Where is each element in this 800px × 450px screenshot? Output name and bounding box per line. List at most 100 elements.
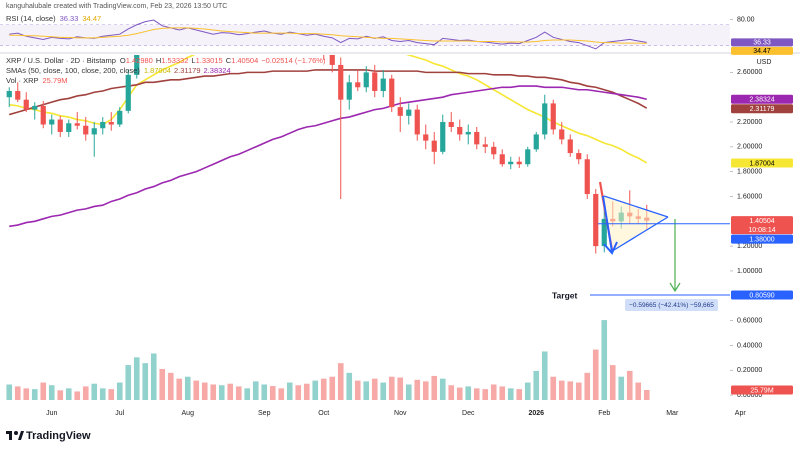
rsi-line bbox=[9, 19, 647, 50]
triangle-upper bbox=[603, 195, 669, 218]
price-tag-label: 2.38324 bbox=[749, 97, 774, 104]
x-tick-label: Mar bbox=[666, 410, 679, 417]
sma-line bbox=[9, 69, 648, 116]
candle-body bbox=[57, 119, 63, 132]
measure-label: −0.59665 (−42.41%) −59,665 bbox=[629, 302, 714, 309]
volume-bar bbox=[31, 389, 38, 400]
candle-body bbox=[117, 110, 123, 125]
measure-box bbox=[625, 299, 718, 312]
ohlc-label: L bbox=[191, 56, 195, 65]
candle-body bbox=[423, 134, 429, 141]
price-tag bbox=[731, 38, 793, 47]
logo-part bbox=[14, 431, 18, 435]
volume-bar bbox=[388, 376, 395, 400]
x-tick-label: Nov bbox=[394, 410, 407, 417]
candle-body bbox=[559, 129, 565, 140]
y-tick-label: 0.60000 bbox=[737, 317, 762, 324]
volume-bar bbox=[252, 381, 259, 400]
volume-bar bbox=[397, 377, 404, 400]
rsi-value: 36.33 bbox=[60, 14, 79, 23]
rsi-line bbox=[9, 27, 647, 44]
x-tick-label: 2026 bbox=[528, 410, 544, 417]
candle-body bbox=[593, 194, 599, 247]
x-tick-label: Dec bbox=[462, 410, 475, 417]
candle-body bbox=[329, 55, 335, 65]
brand-logo bbox=[6, 431, 24, 440]
volume-bar bbox=[82, 386, 89, 400]
volume-bar bbox=[261, 384, 268, 400]
volume-bar bbox=[618, 376, 625, 400]
volume-bar bbox=[626, 370, 633, 400]
volume-tag bbox=[731, 385, 793, 395]
volume-tag-label: 25.79M bbox=[750, 387, 774, 394]
credit: kanguhalubale created with TradingView.c… bbox=[6, 3, 227, 10]
volume-bar bbox=[295, 385, 302, 400]
price-tag-label: 0.80590 bbox=[749, 292, 774, 299]
sma-legend: SMAs (50, close, 100, close, 200, close)… bbox=[6, 66, 231, 75]
sma-line bbox=[9, 55, 648, 164]
volume-bar bbox=[125, 365, 132, 400]
volume-bar bbox=[91, 383, 98, 400]
volume-bar bbox=[584, 372, 591, 400]
candle-body bbox=[134, 55, 140, 75]
candle-body bbox=[83, 125, 89, 135]
candle-body bbox=[533, 134, 539, 150]
y-tick-label: 1.00000 bbox=[737, 268, 762, 275]
volume-bar bbox=[550, 376, 557, 400]
candle-body bbox=[355, 82, 361, 88]
volume-bar bbox=[278, 388, 285, 400]
volume-bar bbox=[422, 381, 429, 400]
volume-bar bbox=[218, 385, 225, 400]
volume-bar bbox=[65, 388, 72, 400]
x-tick-label: Oct bbox=[318, 410, 329, 417]
volume-bar bbox=[431, 375, 438, 400]
price-tag-label: 36.33 bbox=[753, 40, 771, 47]
sma-value: 2.38324 bbox=[204, 66, 231, 75]
candle-body bbox=[508, 161, 514, 165]
x-tick-label: Sep bbox=[258, 410, 271, 417]
volume-bar bbox=[320, 378, 327, 400]
candle-body bbox=[567, 139, 573, 154]
price-tag-countdown: 10:08:14 bbox=[748, 227, 775, 234]
price-tag bbox=[731, 234, 793, 244]
volume-bar bbox=[380, 382, 387, 400]
volume-bar bbox=[575, 382, 582, 400]
rsi-title: RSI (14, close) bbox=[6, 14, 56, 23]
volume-bar bbox=[57, 390, 64, 400]
volume-bar bbox=[286, 382, 293, 400]
volume-bar bbox=[244, 388, 251, 400]
volume-bar bbox=[439, 378, 446, 400]
candle-body bbox=[397, 107, 403, 116]
candle-body bbox=[49, 119, 55, 125]
candle-body bbox=[380, 78, 386, 91]
rsi-ma-value: 34.47 bbox=[82, 14, 101, 23]
candle-body bbox=[465, 131, 471, 135]
ohlc-label: H bbox=[156, 56, 161, 65]
y-tick-label: 1.80000 bbox=[737, 169, 762, 176]
y-tick-label: 80.00 bbox=[737, 16, 755, 23]
volume-bar bbox=[592, 349, 599, 400]
brand: TradingView bbox=[26, 430, 91, 442]
price-tag-label: 1.87004 bbox=[749, 160, 774, 167]
sma-value: 1.87004 bbox=[144, 66, 171, 75]
volume-bar bbox=[363, 381, 370, 400]
volume-bar bbox=[329, 376, 336, 400]
volume-bar bbox=[269, 386, 276, 400]
volume-bar bbox=[337, 363, 344, 400]
candle-body bbox=[40, 105, 46, 125]
ohlc-label: C bbox=[226, 56, 232, 65]
candle-body bbox=[499, 154, 505, 165]
volume-bar bbox=[210, 384, 217, 400]
candle-body bbox=[406, 109, 412, 116]
candle-body bbox=[550, 103, 556, 130]
ohlc-value: 1.40504 bbox=[231, 56, 258, 65]
y-tick-label: 2.20000 bbox=[737, 119, 762, 126]
volume-bar bbox=[346, 372, 353, 400]
candle-body bbox=[491, 146, 497, 155]
volume-bar bbox=[184, 376, 191, 400]
price-tag bbox=[731, 104, 793, 114]
volume-bar bbox=[516, 389, 523, 400]
candle-body bbox=[414, 109, 420, 135]
x-tick-label: Apr bbox=[735, 410, 747, 417]
volume-bar bbox=[533, 370, 540, 400]
